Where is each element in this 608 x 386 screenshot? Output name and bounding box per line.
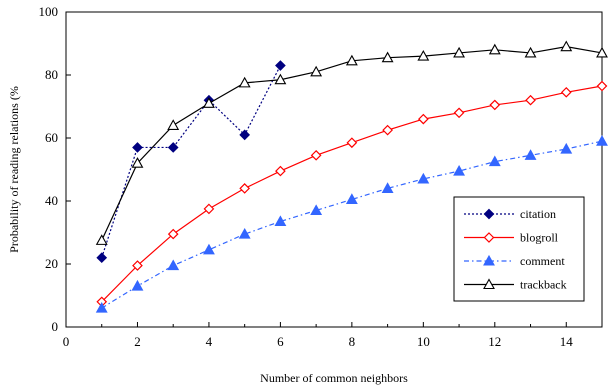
data-point-trackback <box>524 46 537 58</box>
data-point-blogroll <box>132 260 143 271</box>
y-tick-label: 40 <box>45 193 58 208</box>
data-point-trackback <box>167 119 180 130</box>
series-line-citation <box>101 65 281 258</box>
legend-item-blogroll: blogroll <box>464 231 559 245</box>
x-tick-label: 12 <box>488 334 501 349</box>
data-point-trackback <box>131 157 144 168</box>
data-point-blogroll <box>489 99 501 111</box>
data-point-comment <box>238 227 251 239</box>
y-tick-label: 60 <box>45 130 58 145</box>
data-point-blogroll <box>203 203 215 215</box>
data-point-comment <box>274 215 287 227</box>
x-tick-label: 0 <box>63 334 70 349</box>
series-layer <box>95 40 608 313</box>
x-tick-label: 6 <box>277 334 284 349</box>
data-point-comment <box>310 204 323 215</box>
data-point-comment <box>345 193 358 204</box>
y-tick-label: 80 <box>45 67 58 82</box>
data-point-comment <box>131 279 144 291</box>
data-point-blogroll <box>275 165 286 177</box>
series-trackback <box>95 40 608 245</box>
legend-box <box>453 196 585 302</box>
series-comment <box>95 135 608 313</box>
data-point-trackback <box>274 73 287 85</box>
y-tick-label: 100 <box>39 4 59 19</box>
data-point-comment <box>560 142 573 154</box>
legend-marker <box>483 254 495 266</box>
data-point-blogroll <box>560 86 572 98</box>
x-tick-label: 4 <box>206 334 213 349</box>
y-tick-label: 0 <box>52 319 59 334</box>
data-point-trackback <box>238 76 251 88</box>
x-tick-label: 10 <box>417 334 430 349</box>
legend-marker <box>483 208 495 220</box>
plot-frame <box>65 11 603 328</box>
legend-label: blogroll <box>520 231 559 245</box>
data-point-comment <box>167 259 180 271</box>
data-point-trackback <box>381 51 394 63</box>
data-point-trackback <box>202 97 215 108</box>
data-point-blogroll <box>417 113 429 125</box>
data-point-comment <box>596 135 608 146</box>
legend-marker <box>483 278 495 290</box>
legend-item-comment: comment <box>464 254 565 268</box>
data-point-citation <box>275 60 286 71</box>
x-tick-label: 8 <box>349 334 356 349</box>
data-point-comment <box>381 182 394 193</box>
data-point-blogroll <box>596 80 608 92</box>
data-point-trackback <box>453 46 466 58</box>
legend-label: citation <box>520 207 556 221</box>
y-tick-label: 20 <box>45 256 58 271</box>
data-point-trackback <box>488 43 501 55</box>
data-point-comment <box>417 172 430 184</box>
legend-item-citation: citation <box>464 207 556 221</box>
data-point-citation <box>96 252 108 264</box>
legend-label: comment <box>520 254 565 268</box>
data-point-citation <box>167 142 179 153</box>
data-point-comment <box>95 301 108 313</box>
legend-item-trackback: trackback <box>464 278 567 292</box>
legend: citation blogroll comment trackback <box>453 196 585 302</box>
data-point-blogroll <box>239 183 251 194</box>
y-axis-label: Probability of reading relations (% <box>7 86 21 253</box>
legend-marker <box>483 232 495 243</box>
data-point-blogroll <box>453 107 465 119</box>
data-point-comment <box>453 164 466 176</box>
x-axis-label: Number of common neighbors <box>260 371 408 385</box>
data-point-blogroll <box>382 124 393 136</box>
series-line-comment <box>101 140 603 309</box>
data-point-trackback <box>345 54 358 66</box>
data-point-citation <box>239 129 251 141</box>
data-point-citation <box>132 142 143 153</box>
axes: 0 2 4 6 8 10 12 14 0 20 40 60 80 100 <box>39 4 603 349</box>
data-point-blogroll <box>525 94 536 106</box>
series-blogroll <box>96 80 608 308</box>
legend-label: trackback <box>520 278 567 292</box>
x-tick-label: 2 <box>134 334 141 349</box>
data-point-trackback <box>417 49 430 61</box>
data-point-blogroll <box>167 228 179 240</box>
data-point-trackback <box>95 234 108 245</box>
data-point-comment <box>524 149 537 160</box>
x-tick-label: 14 <box>560 334 574 349</box>
data-point-trackback <box>560 40 573 52</box>
series-citation <box>96 60 286 264</box>
data-point-trackback <box>596 46 608 58</box>
data-point-comment <box>488 155 501 167</box>
data-point-blogroll <box>346 137 358 149</box>
data-point-blogroll <box>310 149 322 161</box>
data-point-comment <box>202 243 215 255</box>
data-point-trackback <box>310 65 323 77</box>
